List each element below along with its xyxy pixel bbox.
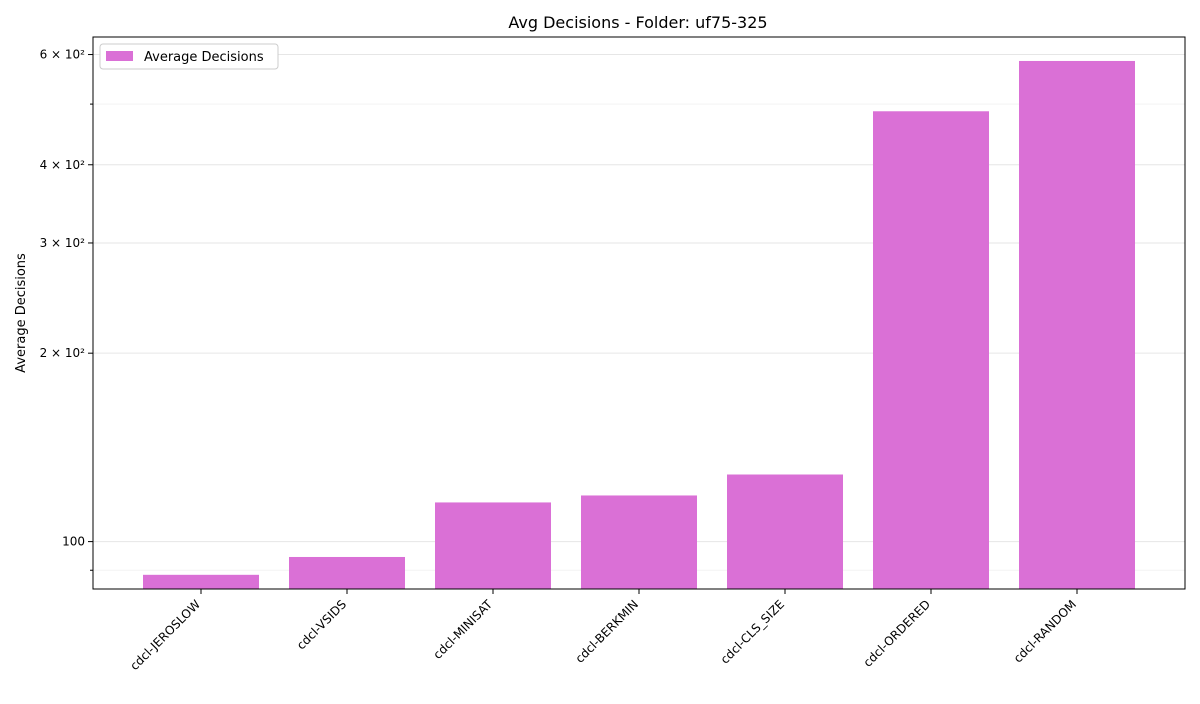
y-tick-label: 3 × 10² <box>40 236 86 250</box>
x-tick-label: cdcl-ORDERED <box>861 597 934 670</box>
legend-label: Average Decisions <box>144 50 264 65</box>
y-axis: 100 2 × 10² 3 × 10² 4 × 10² 6 × 10² <box>40 48 93 571</box>
bar-layer <box>143 60 1135 589</box>
y-tick-label: 4 × 10² <box>40 158 86 172</box>
y-axis-title: Average Decisions <box>14 253 29 373</box>
y-tick-label: 6 × 10² <box>40 48 86 62</box>
legend: Average Decisions <box>99 43 279 70</box>
x-tick-label: cdcl-VSIDS <box>294 597 349 652</box>
bar <box>143 574 259 589</box>
x-tick-label: cdcl-BERKMIN <box>573 597 642 666</box>
bar <box>873 111 989 589</box>
x-tick-label: cdcl-CLS_SIZE <box>718 597 787 666</box>
x-tick-label: cdcl-MINISAT <box>431 597 496 662</box>
chart-title: Avg Decisions - Folder: uf75-325 <box>508 13 767 32</box>
y-tick-label: 100 <box>62 535 85 549</box>
bar <box>289 556 405 589</box>
bar <box>727 474 843 589</box>
y-tick-label: 2 × 10² <box>40 346 86 360</box>
x-tick-label: cdcl-RANDOM <box>1011 597 1079 665</box>
bar <box>1019 60 1135 589</box>
x-axis: cdcl-JEROSLOW cdcl-VSIDS cdcl-MINISAT cdcl-… <box>127 589 1079 673</box>
legend-box <box>99 43 279 70</box>
x-tick-label: cdcl-JEROSLOW <box>127 597 203 673</box>
legend-swatch <box>106 51 133 61</box>
bar <box>581 495 697 589</box>
bar <box>435 502 551 589</box>
